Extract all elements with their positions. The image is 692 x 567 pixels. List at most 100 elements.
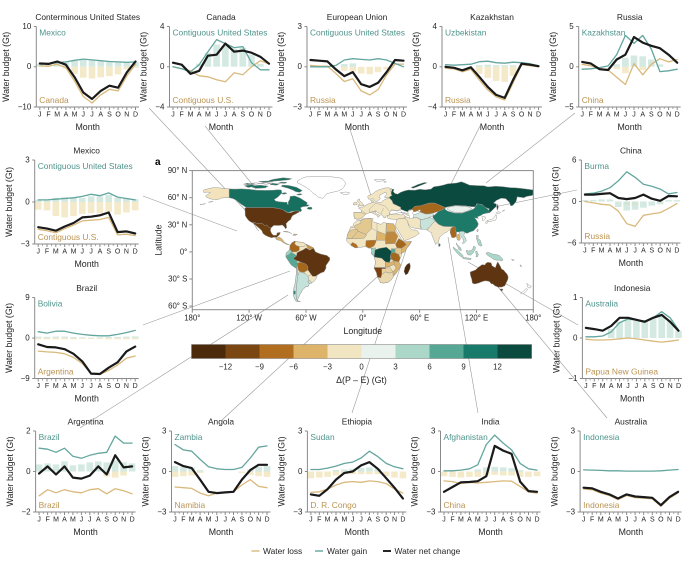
svg-text:China: China xyxy=(444,500,466,510)
svg-text:Water budget (Gt): Water budget (Gt) xyxy=(1,32,11,102)
svg-text:Water budget (Gt): Water budget (Gt) xyxy=(5,436,15,506)
svg-text:J: J xyxy=(351,112,355,119)
svg-text:Russia: Russia xyxy=(445,95,471,105)
svg-text:−3: −3 xyxy=(293,508,303,517)
svg-text:M: M xyxy=(53,249,59,256)
svg-text:Russia: Russia xyxy=(584,231,610,241)
svg-text:0: 0 xyxy=(569,62,574,71)
svg-text:M: M xyxy=(324,112,330,119)
svg-text:D: D xyxy=(130,517,135,524)
svg-text:D: D xyxy=(676,517,681,524)
svg-text:D: D xyxy=(133,112,138,119)
svg-text:3: 3 xyxy=(431,427,436,436)
svg-text:Water budget (Gt): Water budget (Gt) xyxy=(549,436,559,506)
svg-text:N: N xyxy=(124,383,129,390)
svg-text:J: J xyxy=(584,383,588,390)
svg-text:0: 0 xyxy=(573,334,578,343)
svg-text:Water budget (Gt): Water budget (Gt) xyxy=(4,303,14,373)
svg-text:J: J xyxy=(442,517,446,524)
svg-text:J: J xyxy=(309,112,313,119)
svg-text:J: J xyxy=(582,517,586,524)
svg-text:Kazakhstan: Kazakhstan xyxy=(582,28,626,38)
svg-text:S: S xyxy=(376,112,381,119)
svg-text:J: J xyxy=(493,517,497,524)
svg-text:10: 10 xyxy=(22,22,31,31)
svg-text:Month: Month xyxy=(74,394,99,404)
svg-text:F: F xyxy=(592,383,596,390)
svg-text:Contiguous United States: Contiguous United States xyxy=(173,28,268,38)
svg-text:J: J xyxy=(625,517,629,524)
svg-text:S: S xyxy=(375,517,380,524)
svg-text:A: A xyxy=(98,249,103,256)
svg-text:Month: Month xyxy=(73,527,98,537)
svg-text:−9: −9 xyxy=(21,374,31,383)
svg-text:A: A xyxy=(608,248,613,255)
svg-text:J: J xyxy=(626,383,630,390)
svg-text:30° N: 30° N xyxy=(168,220,188,229)
svg-text:F: F xyxy=(45,249,49,256)
svg-text:N: N xyxy=(124,249,129,256)
svg-text:N: N xyxy=(527,112,532,119)
svg-text:2: 2 xyxy=(26,427,31,436)
svg-text:M: M xyxy=(206,517,212,524)
svg-text:Burma: Burma xyxy=(584,161,609,171)
svg-text:Water budget (Gt): Water budget (Gt) xyxy=(276,32,286,102)
svg-text:N: N xyxy=(392,112,397,119)
svg-text:M: M xyxy=(458,517,464,524)
svg-text:China: China xyxy=(620,146,642,156)
svg-text:M: M xyxy=(341,112,347,119)
svg-text:J: J xyxy=(633,517,637,524)
svg-text:A: A xyxy=(367,517,372,524)
svg-text:Namibia: Namibia xyxy=(175,500,206,510)
svg-text:O: O xyxy=(657,248,663,255)
svg-text:Water budget (Gt): Water budget (Gt) xyxy=(4,167,14,237)
svg-text:Water budget (Gt): Water budget (Gt) xyxy=(548,32,558,102)
svg-text:Month: Month xyxy=(480,122,505,132)
svg-text:F: F xyxy=(46,112,50,119)
svg-text:M: M xyxy=(341,517,347,524)
svg-text:Sudan: Sudan xyxy=(310,432,335,442)
svg-text:J: J xyxy=(82,112,86,119)
svg-text:0: 0 xyxy=(571,467,576,476)
svg-text:Brazil: Brazil xyxy=(39,500,60,510)
svg-text:A: A xyxy=(606,112,611,119)
svg-text:J: J xyxy=(80,517,84,524)
svg-text:D: D xyxy=(534,517,539,524)
svg-text:F: F xyxy=(181,517,185,524)
svg-text:Water gain: Water gain xyxy=(327,546,368,556)
svg-text:Argentina: Argentina xyxy=(38,367,74,377)
svg-text:Angola: Angola xyxy=(208,417,234,427)
svg-text:N: N xyxy=(392,517,397,524)
svg-text:A: A xyxy=(502,112,507,119)
svg-text:−12: −12 xyxy=(219,363,232,372)
svg-text:J: J xyxy=(36,383,40,390)
svg-text:Month: Month xyxy=(620,394,645,404)
svg-text:D. R. Congo: D. R. Congo xyxy=(310,500,356,510)
svg-text:60° W: 60° W xyxy=(295,314,317,323)
svg-text:J: J xyxy=(215,517,219,524)
svg-text:Indonesia: Indonesia xyxy=(614,283,651,293)
svg-text:Mexico: Mexico xyxy=(73,146,100,156)
svg-text:J: J xyxy=(88,517,92,524)
svg-text:S: S xyxy=(649,248,654,255)
svg-text:Conterminous United States: Conterminous United States xyxy=(35,12,140,22)
svg-text:Month: Month xyxy=(209,122,234,132)
svg-text:0°: 0° xyxy=(180,247,187,256)
svg-text:Month: Month xyxy=(619,258,644,268)
svg-text:M: M xyxy=(205,112,211,119)
svg-text:M: M xyxy=(597,112,603,119)
svg-text:M: M xyxy=(71,383,77,390)
svg-text:Δ(P – E) (Gt): Δ(P – E) (Gt) xyxy=(336,375,387,385)
svg-text:N: N xyxy=(666,248,671,255)
svg-text:A: A xyxy=(501,517,506,524)
svg-text:F: F xyxy=(591,248,595,255)
svg-text:J: J xyxy=(633,248,637,255)
svg-text:Canada: Canada xyxy=(39,95,69,105)
svg-text:A: A xyxy=(334,517,339,524)
svg-text:J: J xyxy=(309,517,313,524)
svg-text:F: F xyxy=(45,383,49,390)
svg-text:−3: −3 xyxy=(21,240,31,249)
svg-text:120° W: 120° W xyxy=(236,314,262,323)
svg-text:−2: −2 xyxy=(21,508,31,517)
svg-text:3: 3 xyxy=(25,156,30,165)
